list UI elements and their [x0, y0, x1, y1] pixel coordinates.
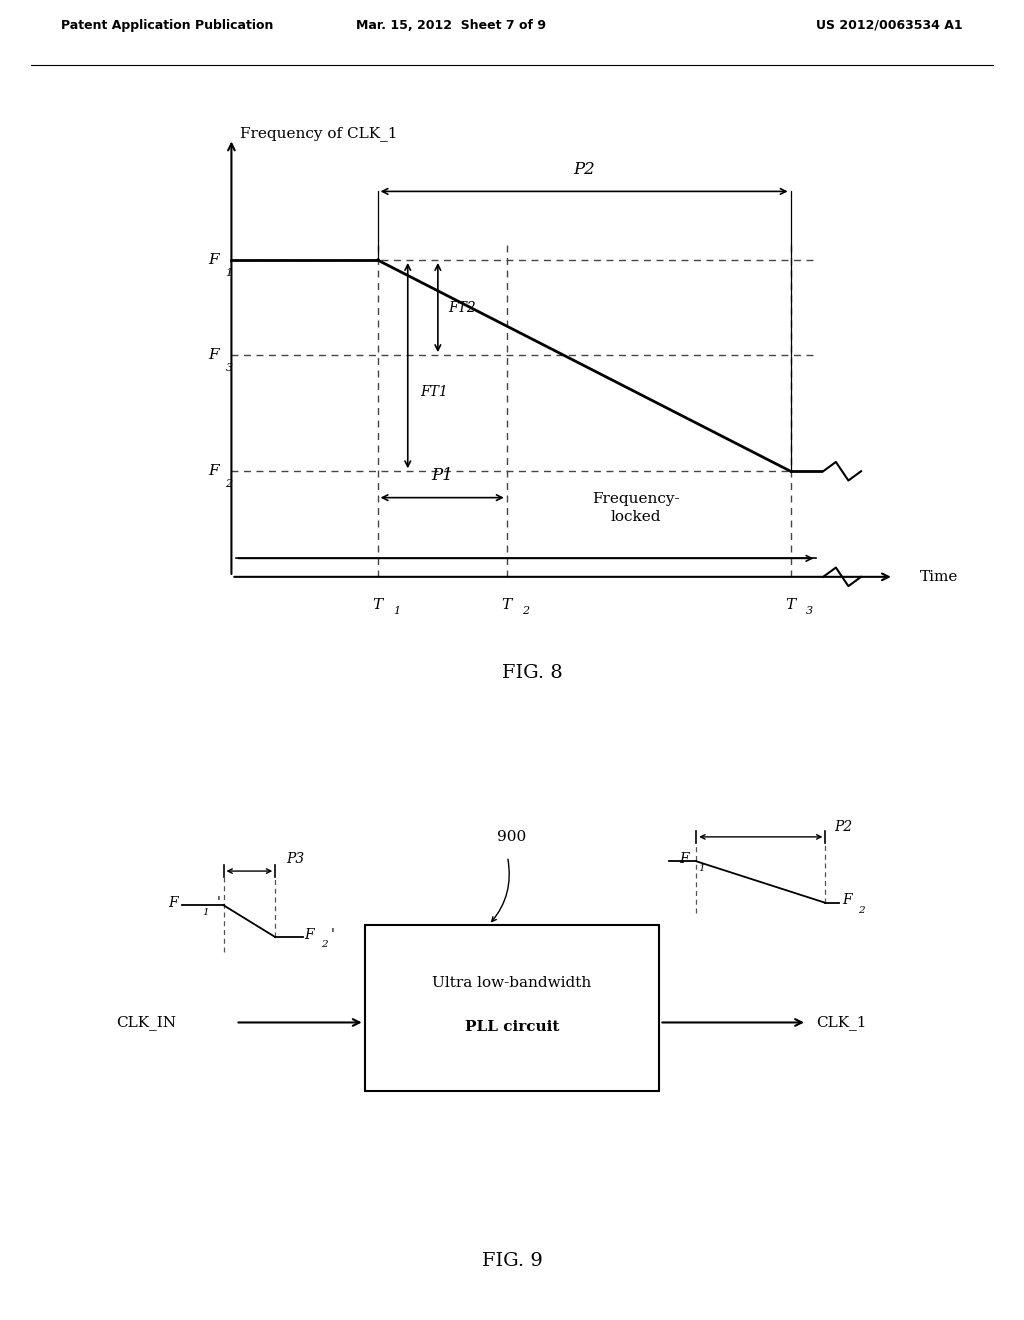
- Text: Time: Time: [920, 570, 957, 583]
- Text: P3: P3: [287, 853, 304, 866]
- Bar: [365, 925, 659, 1090]
- Text: CLK_1: CLK_1: [816, 1015, 866, 1030]
- Text: F: F: [679, 851, 689, 866]
- Text: CLK_IN: CLK_IN: [116, 1015, 176, 1030]
- Text: ': ': [331, 928, 334, 941]
- Text: 1: 1: [393, 606, 400, 616]
- Text: F: F: [208, 253, 218, 267]
- Text: 2: 2: [858, 906, 865, 915]
- Text: T: T: [373, 598, 383, 612]
- Text: 2: 2: [225, 479, 232, 490]
- Text: US 2012/0063534 A1: US 2012/0063534 A1: [816, 18, 963, 32]
- Text: F: F: [842, 894, 852, 907]
- Text: T: T: [502, 598, 512, 612]
- Text: ': ': [216, 896, 220, 909]
- Text: 3: 3: [225, 363, 232, 374]
- Text: 3: 3: [806, 606, 813, 616]
- Text: FT2: FT2: [449, 301, 476, 314]
- Text: 1: 1: [698, 865, 705, 873]
- Text: 1: 1: [225, 268, 232, 279]
- Text: F: F: [208, 348, 218, 362]
- Text: F: F: [305, 928, 314, 941]
- Text: 1: 1: [203, 908, 209, 917]
- Text: P2: P2: [573, 161, 595, 178]
- Text: F: F: [208, 465, 218, 478]
- Text: F: F: [168, 896, 177, 909]
- Text: Mar. 15, 2012  Sheet 7 of 9: Mar. 15, 2012 Sheet 7 of 9: [355, 18, 546, 32]
- Text: 2: 2: [522, 606, 529, 616]
- Text: 900: 900: [498, 830, 526, 845]
- Text: Patent Application Publication: Patent Application Publication: [61, 18, 273, 32]
- Text: FT1: FT1: [421, 385, 449, 399]
- Text: FIG. 8: FIG. 8: [502, 664, 563, 682]
- FancyArrowPatch shape: [492, 859, 509, 921]
- Text: P2: P2: [835, 821, 853, 834]
- Text: Frequency of CLK_1: Frequency of CLK_1: [240, 125, 397, 141]
- Text: 2: 2: [322, 940, 328, 949]
- Text: Frequency-
locked: Frequency- locked: [592, 492, 680, 524]
- Text: PLL circuit: PLL circuit: [465, 1020, 559, 1035]
- Text: P1: P1: [431, 467, 453, 484]
- Text: T: T: [785, 598, 796, 612]
- Text: Ultra low-bandwidth: Ultra low-bandwidth: [432, 977, 592, 990]
- Text: FIG. 9: FIG. 9: [481, 1251, 543, 1270]
